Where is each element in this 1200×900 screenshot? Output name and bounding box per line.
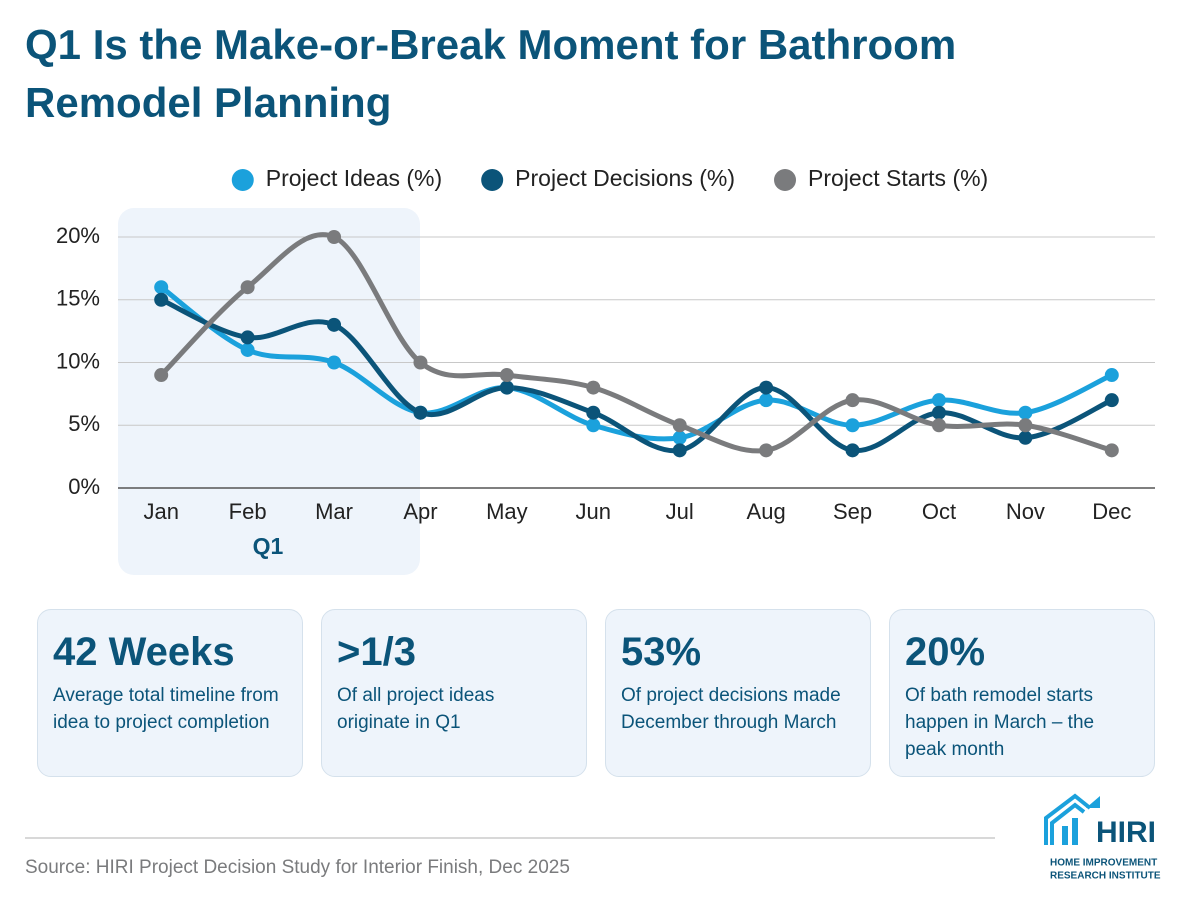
data-point [413,405,428,420]
data-point [586,418,601,433]
data-point [672,418,687,433]
stat-card: >1/3 Of all project ideas originate in Q1 [321,609,587,777]
data-point [931,393,946,408]
data-point [327,355,342,370]
legend: Project Ideas (%) Project Decisions (%) Pr… [231,165,988,191]
legend-label: Project Decisions (%) [515,165,735,191]
data-point [586,405,601,420]
logo-house [1044,793,1092,845]
data-point [845,443,860,458]
y-tick-label: 5% [68,411,100,436]
data-point [499,380,514,395]
divider [25,837,995,839]
data-point [759,380,774,395]
x-tick-label: Jan [143,499,178,524]
logo-arrow [1086,796,1100,808]
stat-text: Average total timeline from idea to proj… [53,685,279,733]
data-point [1018,405,1033,420]
data-point [327,317,342,332]
data-point [154,368,169,383]
data-point [586,380,601,395]
stat-card: 42 Weeks Average total timeline from idea… [37,609,303,777]
data-point [327,230,342,244]
data-point [154,292,169,307]
stat-value: 53% [621,630,702,674]
data-point [1018,430,1033,445]
highlight-label: Q1 [253,533,284,559]
data-point [759,393,774,408]
stat-text: Of bath remodel starts happen in March –… [905,685,1095,760]
stat-text: Of project decisions made December throu… [621,685,841,733]
x-tick-label: Aug [747,499,786,524]
x-tick-label: Jun [576,499,611,524]
stat-value: 42 Weeks [53,630,235,674]
x-tick-label: Jul [666,499,694,524]
data-point [413,355,428,370]
stat-card: 20% Of bath remodel starts happen in Marc… [889,609,1155,777]
data-point [759,443,774,458]
legend-marker [231,169,254,191]
x-tick-label: Dec [1092,499,1131,524]
data-point [240,342,255,357]
legend-marker [481,169,504,191]
title: Q1 Is the Make-or-Break Moment for Bathr… [25,21,957,126]
legend-label: Project Ideas (%) [266,165,442,191]
data-point [499,368,514,383]
x-tick-label: Feb [229,499,267,524]
x-tick-label: Sep [833,499,872,524]
y-tick-label: 15% [56,286,100,311]
legend-label: Project Starts (%) [808,165,988,191]
x-tick-label: May [486,499,528,524]
data-point [240,280,255,295]
stat-value: >1/3 [337,630,416,674]
x-tick-label: Oct [922,499,956,524]
stat-value: 20% [905,630,986,674]
source: Source: HIRI Project Decision Study for … [25,857,570,878]
stat-card: 53% Of project decisions made December th… [605,609,871,777]
data-point [672,430,687,445]
x-tick-label: Nov [1006,499,1045,524]
logo-line: RESEARCH INSTITUTE [1050,871,1161,882]
logo: HIRI HOME IMPROVEMENT RESEARCH INSTITUTE [1044,793,1161,882]
x-tick-label: Mar [315,499,353,524]
logo-bar [1072,818,1078,845]
logo-name: HIRI [1096,816,1156,849]
data-point [1104,443,1119,458]
data-point [240,330,255,345]
y-tick-label: 20% [56,223,100,248]
stat-text: Of all project ideas originate in Q1 [337,685,495,733]
data-point [845,393,860,408]
data-point [931,418,946,433]
data-point [845,418,860,433]
data-point [931,405,946,420]
logo-bar [1062,826,1068,845]
data-point [672,443,687,458]
logo-line: HOME IMPROVEMENT [1050,858,1157,869]
y-tick-label: 0% [68,474,100,499]
data-point [154,280,169,295]
data-point [1018,418,1033,433]
data-point [1104,368,1119,383]
legend-marker [774,169,797,191]
x-tick-label: Apr [403,499,437,524]
y-tick-label: 10% [56,348,100,373]
data-point [1104,393,1119,408]
